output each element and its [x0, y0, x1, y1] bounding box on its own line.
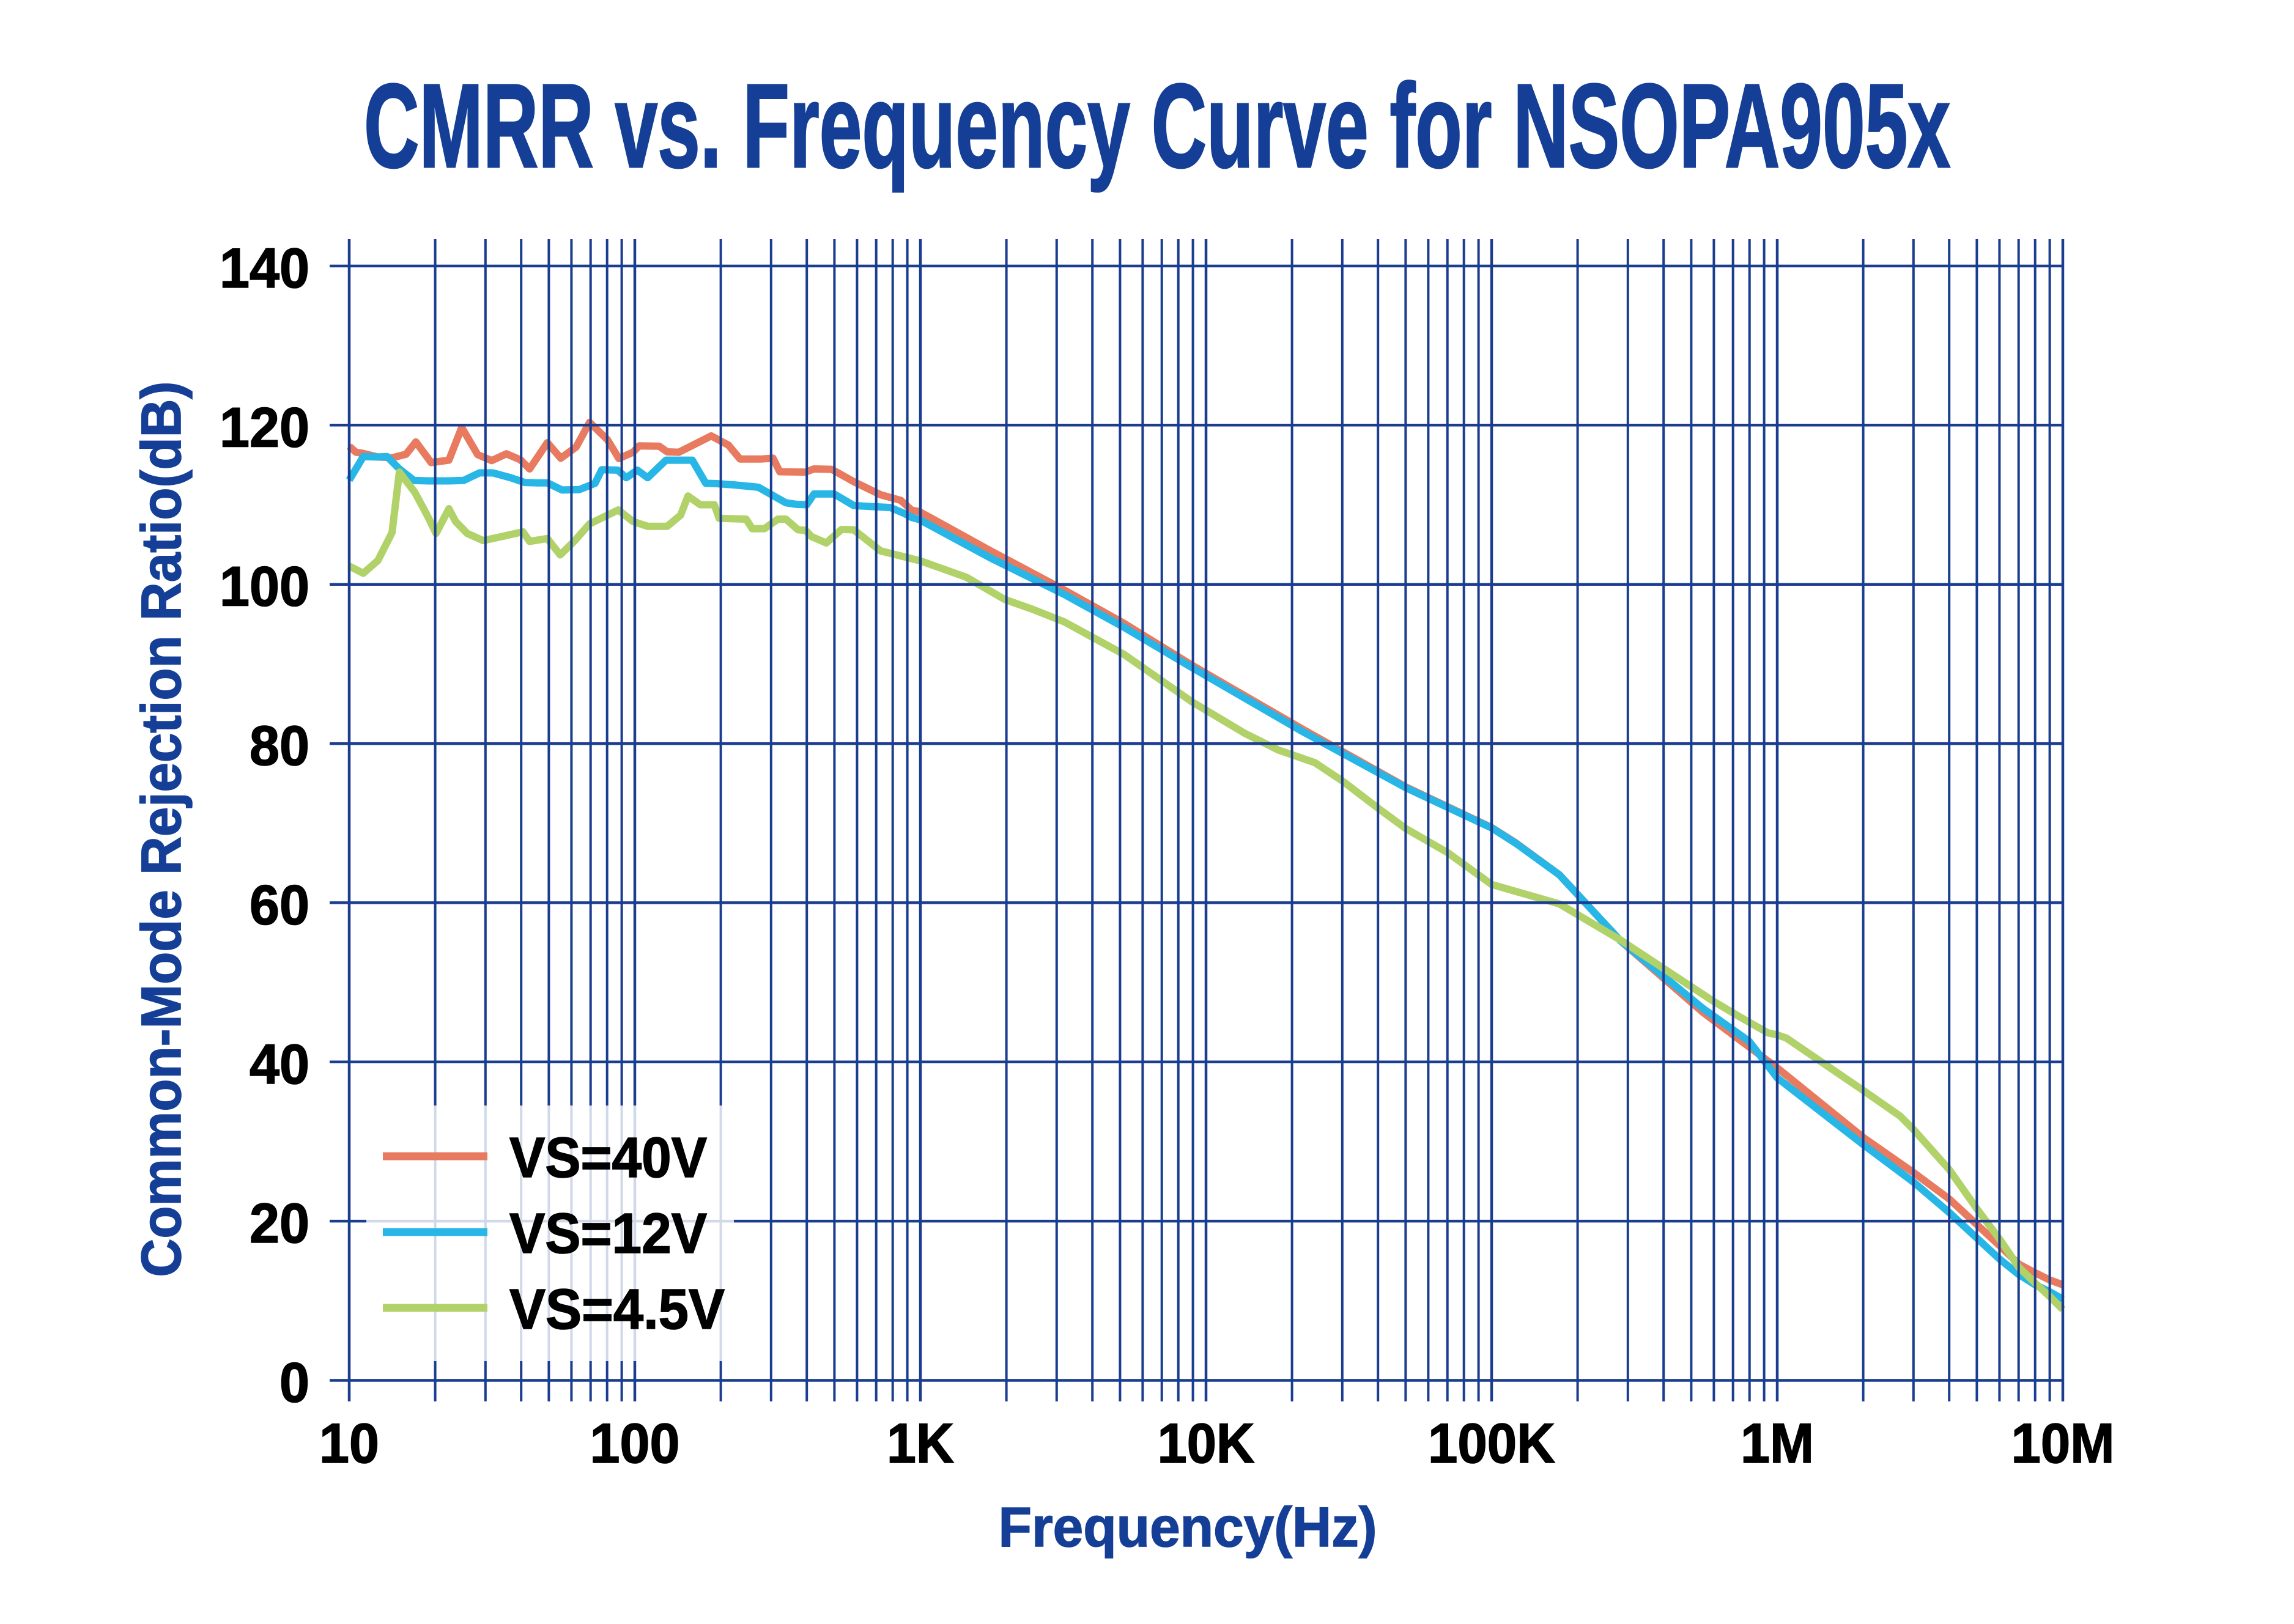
svg-text:0: 0	[279, 1352, 309, 1414]
svg-text:CMRR vs. Frequency Curve for N: CMRR vs. Frequency Curve for NSOPA905x	[364, 59, 1950, 193]
svg-text:10: 10	[319, 1412, 379, 1475]
svg-text:1M: 1M	[1741, 1412, 1814, 1475]
svg-text:1K: 1K	[887, 1412, 954, 1475]
svg-text:80: 80	[250, 715, 309, 777]
svg-text:Common-Mode Rejection Ratio(dB: Common-Mode Rejection Ratio(dB)	[130, 382, 193, 1277]
svg-text:10M: 10M	[2011, 1412, 2115, 1475]
svg-text:10K: 10K	[1158, 1412, 1255, 1475]
svg-text:120: 120	[220, 396, 309, 459]
svg-text:Frequency(Hz): Frequency(Hz)	[999, 1496, 1377, 1559]
svg-text:60: 60	[250, 874, 309, 936]
svg-text:40: 40	[250, 1033, 309, 1096]
svg-text:100: 100	[590, 1412, 680, 1475]
svg-text:100K: 100K	[1428, 1412, 1555, 1475]
svg-text:20: 20	[250, 1192, 309, 1255]
svg-text:VS=12V: VS=12V	[509, 1201, 707, 1265]
svg-text:VS=40V: VS=40V	[509, 1126, 707, 1189]
svg-text:VS=4.5V: VS=4.5V	[509, 1277, 725, 1341]
svg-text:140: 140	[220, 237, 309, 300]
svg-text:100: 100	[220, 556, 309, 618]
